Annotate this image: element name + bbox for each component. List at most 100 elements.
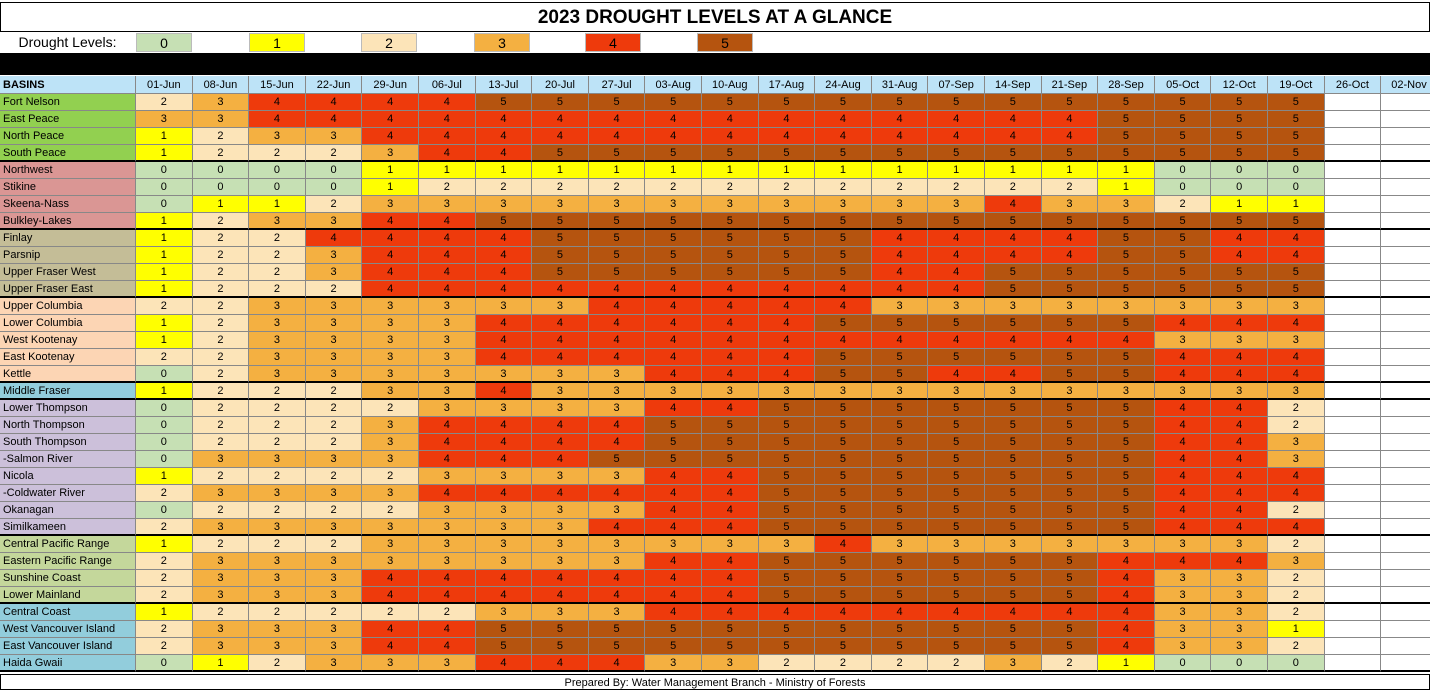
drought-level-cell: 1: [362, 179, 419, 196]
basin-label: Finlay: [0, 230, 136, 247]
drought-level-cell: 4: [985, 366, 1042, 383]
drought-level-cell: 3: [1154, 332, 1212, 349]
drought-level-cell: 4: [985, 230, 1042, 247]
drought-level-cell: 5: [1041, 638, 1099, 655]
drought-level-cell: 5: [1098, 519, 1155, 536]
drought-level-cell: 0: [136, 417, 193, 434]
drought-level-cell: [1324, 264, 1382, 281]
drought-level-cell: 3: [249, 332, 306, 349]
drought-level-cell: 4: [475, 128, 533, 145]
drought-level-cell: 2: [305, 417, 363, 434]
basin-label: Lower Columbia: [0, 315, 136, 332]
drought-level-cell: 2: [815, 655, 872, 672]
drought-level-cell: 2: [192, 145, 250, 162]
basin-label: East Kootenay: [0, 349, 136, 366]
drought-level-cell: 0: [1154, 162, 1212, 179]
drought-level-cell: 5: [985, 638, 1042, 655]
drought-level-cell: 4: [1041, 128, 1099, 145]
drought-level-cell: 4: [928, 247, 985, 264]
drought-level-cell: [1381, 111, 1430, 128]
drought-level-cell: 5: [985, 213, 1042, 230]
drought-level-cell: 4: [645, 604, 702, 621]
drought-level-cell: 4: [362, 247, 419, 264]
drought-level-cell: [1381, 383, 1430, 400]
drought-level-cell: 5: [645, 638, 702, 655]
drought-level-cell: [1381, 213, 1430, 230]
drought-level-cell: 3: [475, 468, 533, 485]
drought-level-cell: [1324, 111, 1382, 128]
drought-level-cell: 2: [758, 179, 816, 196]
drought-level-cell: [1324, 366, 1382, 383]
drought-level-cell: 4: [532, 349, 589, 366]
drought-level-cell: 0: [136, 655, 193, 672]
drought-level-cell: 2: [1268, 536, 1325, 553]
drought-level-cell: 3: [362, 315, 419, 332]
drought-level-cell: 3: [419, 349, 476, 366]
date-column-header: 20-Jul: [532, 76, 589, 94]
drought-level-cell: 3: [249, 570, 306, 587]
drought-level-cell: 4: [419, 128, 476, 145]
drought-level-cell: 5: [871, 451, 929, 468]
drought-level-cell: 5: [985, 434, 1042, 451]
drought-level-cell: [1381, 349, 1430, 366]
drought-level-cell: 3: [192, 519, 250, 536]
drought-level-cell: 2: [249, 400, 306, 417]
basin-label: North Peace: [0, 128, 136, 145]
drought-level-cell: 3: [249, 366, 306, 383]
drought-level-cell: 4: [985, 128, 1042, 145]
drought-level-cell: 1: [419, 162, 476, 179]
drought-level-cell: 5: [928, 145, 985, 162]
drought-level-cell: 4: [758, 111, 816, 128]
drought-level-cell: 4: [532, 128, 589, 145]
drought-level-cell: 5: [1211, 213, 1268, 230]
drought-level-cell: 3: [362, 553, 419, 570]
drought-level-cell: 4: [305, 94, 363, 111]
drought-level-cell: 5: [815, 230, 872, 247]
drought-level-cell: 5: [1211, 264, 1268, 281]
drought-level-cell: 5: [815, 145, 872, 162]
drought-level-cell: [1381, 298, 1430, 315]
drought-level-cell: 3: [192, 570, 250, 587]
drought-level-cell: 2: [192, 298, 250, 315]
date-column-header: 15-Jun: [249, 76, 306, 94]
drought-level-cell: 4: [475, 264, 533, 281]
drought-level-cell: 3: [1211, 298, 1268, 315]
drought-level-cell: 4: [475, 417, 533, 434]
drought-level-cell: [1324, 519, 1382, 536]
drought-level-cell: 2: [192, 400, 250, 417]
drought-level-cell: 3: [758, 196, 816, 213]
drought-level-cell: 5: [1041, 349, 1099, 366]
drought-level-cell: 4: [871, 247, 929, 264]
drought-level-cell: 1: [1211, 196, 1268, 213]
drought-level-cell: 5: [1041, 485, 1099, 502]
drought-level-cell: 5: [985, 264, 1042, 281]
drought-level-cell: 5: [928, 502, 985, 519]
drought-level-cell: 3: [1154, 621, 1212, 638]
drought-level-cell: 3: [1211, 604, 1268, 621]
drought-level-cell: [1324, 638, 1382, 655]
drought-level-cell: [1381, 417, 1430, 434]
drought-level-cell: 1: [815, 162, 872, 179]
drought-level-cell: 4: [645, 400, 702, 417]
drought-level-cell: 4: [871, 128, 929, 145]
drought-level-cell: 5: [1041, 502, 1099, 519]
basin-label: Middle Fraser: [0, 383, 136, 400]
drought-level-cell: 5: [532, 94, 589, 111]
drought-level-cell: 4: [928, 264, 985, 281]
drought-level-cell: 3: [419, 502, 476, 519]
drought-level-cell: 3: [362, 451, 419, 468]
drought-level-cell: [1324, 400, 1382, 417]
date-column-header: 01-Jun: [136, 76, 193, 94]
drought-level-cell: 0: [136, 366, 193, 383]
drought-level-cell: 4: [645, 298, 702, 315]
drought-level-cell: 4: [871, 604, 929, 621]
drought-level-cell: [1381, 519, 1430, 536]
drought-level-cell: 4: [1154, 417, 1212, 434]
drought-level-cell: 4: [928, 604, 985, 621]
drought-level-cell: 5: [1268, 281, 1325, 298]
drought-level-cell: 3: [588, 400, 646, 417]
drought-level-cell: 5: [475, 638, 533, 655]
drought-level-cell: 3: [1211, 638, 1268, 655]
drought-level-cell: 0: [305, 162, 363, 179]
